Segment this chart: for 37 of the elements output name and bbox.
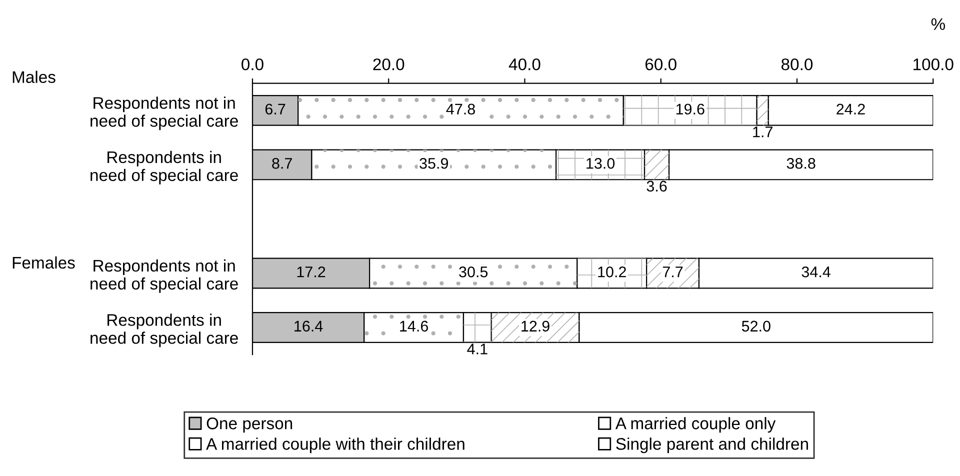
data-label: 52.0 (742, 320, 770, 332)
x-tick-label: 20.0 (373, 58, 404, 70)
data-label: 7.7 (662, 266, 683, 278)
legend-label: A married couple only (615, 417, 776, 433)
legend-label: One person (206, 418, 292, 433)
data-label: 17.2 (297, 266, 326, 278)
data-label: 34.4 (802, 266, 830, 278)
text: Males (12, 70, 56, 84)
data-label: 19.6 (676, 104, 704, 115)
data-label: 12.9 (522, 320, 550, 332)
data-label: 16.4 (294, 320, 323, 332)
y-tick-label: Respondents not in need of special care (90, 259, 238, 293)
text: Females (12, 256, 75, 269)
x-tick-label: 0.0 (242, 58, 264, 70)
data-label: 13.0 (586, 158, 615, 169)
data-label: 6.7 (265, 104, 286, 115)
x-tick-label: 40.0 (508, 58, 540, 70)
data-label: 4.1 (467, 344, 488, 354)
data-label: 24.2 (836, 104, 865, 114)
data-label: 35.9 (420, 158, 448, 169)
data-label: 30.5 (459, 266, 488, 278)
legend-label: A married couple with their children (206, 438, 464, 454)
x-tick-label: 100.0 (914, 58, 954, 70)
y-tick-label: Respondents in need of special care (90, 150, 238, 184)
y-tick-label: Respondents in need of special care (90, 314, 238, 348)
x-tick-label: 60.0 (645, 58, 676, 70)
data-label: 14.6 (400, 320, 428, 332)
data-label: 1.7 (753, 126, 772, 138)
data-label: 8.7 (272, 158, 292, 169)
data-label: 38.8 (786, 158, 816, 169)
x-axis-title: % (931, 18, 946, 30)
legend-label: Single parent and children (616, 438, 808, 454)
x-tick-label: 80.0 (782, 58, 813, 70)
data-label: 3.6 (646, 180, 667, 192)
data-label: 47.8 (446, 104, 475, 115)
y-tick-label: Respondents not in need of special care (90, 96, 238, 130)
data-label: 10.2 (598, 266, 626, 278)
